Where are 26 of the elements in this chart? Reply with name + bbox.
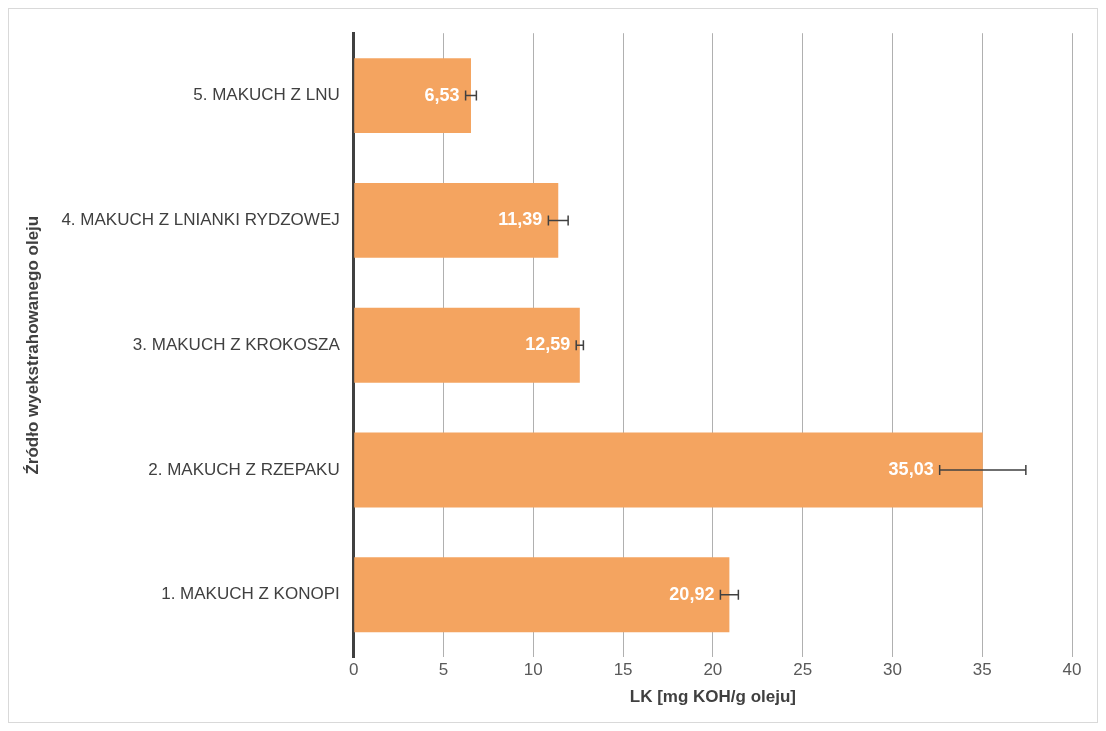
y-tick-label: 5. MAKUCH Z LNU <box>193 85 340 105</box>
x-tick-label: 20 <box>703 660 723 680</box>
y-tick-label: 3. MAKUCH Z KROKOSZA <box>132 334 341 354</box>
x-tick-label: 30 <box>882 660 902 680</box>
bar <box>354 307 580 383</box>
x-tick-label: 5 <box>438 660 449 680</box>
y-axis-title: Źródło wyekstrahowanego oleju <box>22 215 42 475</box>
x-axis-title: LK [mg KOH/g oleju] <box>629 687 796 707</box>
data-label: 11,39 <box>498 209 543 230</box>
x-tick-label: 35 <box>972 660 992 680</box>
x-tick-label: 15 <box>613 660 633 680</box>
x-tick-label: 0 <box>349 660 359 680</box>
y-tick-label: 1. MAKUCH Z KONOPI <box>161 584 340 604</box>
y-tick-label: 2. MAKUCH Z RZEPAKU <box>148 459 340 479</box>
data-label: 20,92 <box>669 583 715 604</box>
y-tick-label: 4. MAKUCH Z LNIANKI RYDZOWEJ <box>61 210 340 230</box>
x-tick-label: 25 <box>793 660 813 680</box>
data-label: 12,59 <box>525 334 571 355</box>
bar <box>354 432 983 508</box>
bar <box>354 58 471 134</box>
data-label: 6,53 <box>424 84 460 105</box>
data-label: 35,03 <box>888 458 934 479</box>
x-tick-label: 10 <box>523 660 543 680</box>
bar <box>354 557 730 633</box>
bar <box>354 182 559 258</box>
x-tick-label: 40 <box>1062 660 1082 680</box>
